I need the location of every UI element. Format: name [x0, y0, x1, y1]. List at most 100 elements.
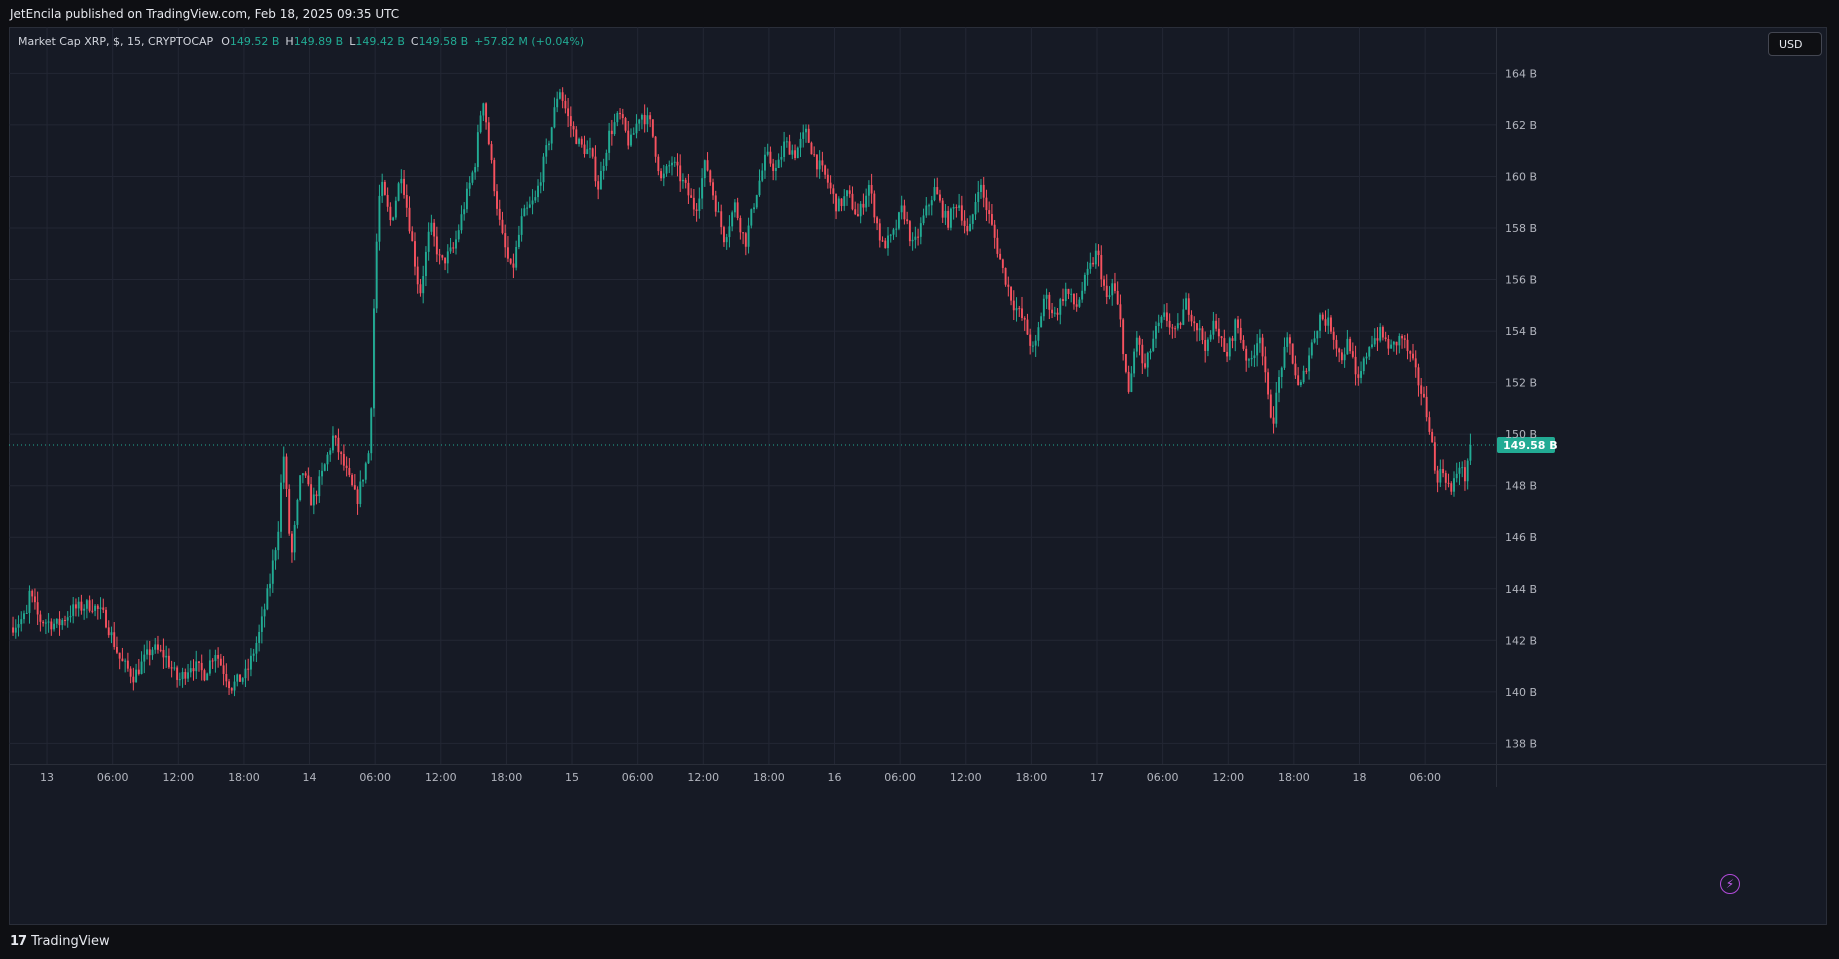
candle-body [88, 600, 91, 611]
candle-body [1330, 317, 1332, 332]
legend-low-value: 149.42 B [355, 35, 405, 48]
candle-body [1258, 337, 1261, 344]
candle-body [1083, 274, 1086, 291]
candle-body [900, 205, 903, 213]
candle-body [764, 154, 766, 171]
candle-body [906, 219, 909, 222]
candle-body [638, 119, 641, 124]
candle-body [1204, 340, 1207, 351]
candle-body [687, 182, 690, 196]
candle-body [159, 649, 162, 651]
y-tick-label: 164 B [1505, 67, 1537, 80]
candle-body [676, 161, 679, 166]
candle-body [706, 160, 709, 171]
candle-body [44, 622, 47, 624]
candle-body [960, 205, 963, 221]
candle-body [982, 184, 985, 198]
candle-body [673, 161, 676, 163]
candle-body [181, 672, 184, 680]
candle-body [430, 222, 433, 232]
candle-body [509, 258, 512, 264]
candle-body [969, 223, 971, 232]
candle-body [1179, 323, 1182, 325]
candle-body [1461, 467, 1464, 469]
candle-body [919, 223, 922, 237]
candle-body [249, 655, 252, 670]
tradingview-brand[interactable]: 𝟭𝟳 TradingView [10, 934, 110, 949]
candle-body [80, 601, 83, 611]
candle-body [192, 668, 195, 672]
candle-body [1401, 335, 1404, 339]
candle-body [394, 200, 397, 218]
candle-body [1351, 351, 1354, 357]
candle-body [534, 197, 537, 201]
candle-body [468, 182, 471, 189]
candle-body [1124, 354, 1127, 372]
candle-body [1406, 339, 1409, 352]
candle-body [881, 240, 884, 242]
candle-body [1357, 374, 1360, 378]
candle-body [608, 130, 611, 153]
candle-body [1174, 328, 1177, 330]
candle-body [225, 673, 228, 682]
candle-body [107, 627, 110, 636]
candle-body [151, 649, 154, 656]
currency-button[interactable]: USD [1768, 32, 1822, 56]
candle-body [1234, 319, 1237, 341]
y-tick-label: 140 B [1505, 686, 1537, 699]
candle-body [703, 160, 706, 179]
candle-body [1034, 340, 1037, 346]
candle-body [528, 204, 531, 208]
candle-body [53, 623, 56, 630]
x-tick-label: 18:00 [753, 771, 785, 784]
candle-body [520, 216, 523, 235]
candle-body [1111, 283, 1114, 296]
candle-body [1381, 327, 1384, 338]
candle-body [980, 184, 982, 193]
candle-body [1272, 417, 1275, 424]
candle-body [277, 531, 280, 551]
candle-body [105, 609, 107, 628]
candle-body [1138, 337, 1141, 345]
candle-body [630, 134, 632, 146]
candle-body [936, 187, 939, 195]
candle-body [1286, 337, 1289, 347]
candle-body [1245, 348, 1248, 361]
candle-body [178, 679, 181, 681]
candle-body [1051, 309, 1054, 314]
candle-body [162, 649, 165, 658]
candle-body [1100, 255, 1103, 280]
candle-body [643, 114, 646, 125]
candle-body [331, 435, 334, 451]
candle-body [1130, 373, 1133, 392]
candle-body [848, 190, 851, 194]
candle-body [307, 475, 310, 485]
candle-body [892, 229, 895, 235]
candle-body [619, 112, 622, 115]
candle-body [217, 655, 220, 659]
candle-body [725, 237, 728, 243]
candle-body [1379, 327, 1382, 341]
candle-body [684, 179, 687, 183]
candle-body [1103, 279, 1105, 286]
candle-body [578, 138, 580, 144]
candle-body [304, 473, 307, 476]
candle-body [296, 499, 299, 525]
candle-body [1127, 371, 1130, 392]
candle-body [807, 128, 810, 143]
candle-body [1040, 316, 1043, 328]
y-tick-label: 160 B [1505, 170, 1537, 183]
candle-body [74, 604, 77, 609]
candle-body [1092, 262, 1095, 265]
y-tick-label: 158 B [1505, 222, 1537, 235]
candle-body [1463, 467, 1466, 482]
candle-body [211, 660, 214, 662]
candle-body [717, 211, 720, 213]
candle-body [198, 661, 200, 663]
candle-body [602, 165, 605, 171]
candle-body [785, 141, 788, 143]
brand-label: TradingView [31, 934, 110, 949]
candle-body [479, 115, 482, 133]
lightning-icon[interactable]: ⚡ [1720, 874, 1740, 894]
